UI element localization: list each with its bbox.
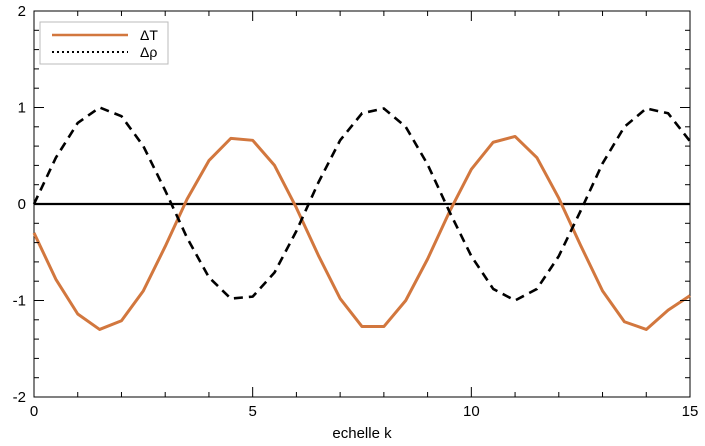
series-layer [32, 106, 692, 331]
legend-label-1: Δρ [140, 44, 157, 60]
y-tick-label: -1 [13, 293, 26, 310]
legend-label-0: ΔT [140, 27, 158, 43]
legend-box [39, 21, 169, 65]
x-axis-title: echelle k [332, 425, 392, 442]
y-tick-label: 2 [18, 3, 26, 20]
x-tick-label: 0 [30, 403, 38, 420]
y-tick-label: 1 [18, 100, 26, 117]
y-tick-label: -2 [13, 389, 26, 406]
series-line-delta-rho [32, 106, 692, 302]
x-tick-label: 10 [463, 403, 480, 420]
series-line-delta-t [32, 134, 691, 331]
x-tick-label: 5 [248, 403, 256, 420]
y-tick-label: 0 [18, 196, 26, 213]
x-tick-label: 15 [682, 403, 699, 420]
